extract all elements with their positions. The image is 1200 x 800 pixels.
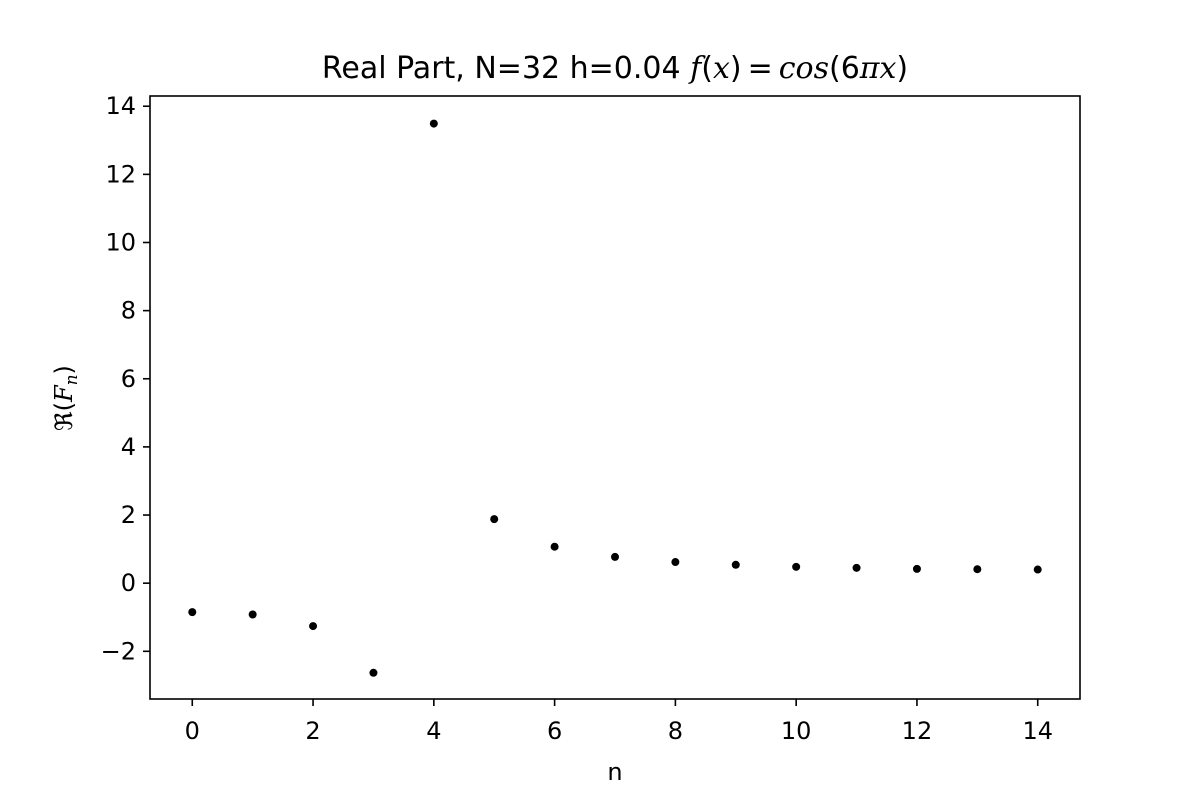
y-tick-label: 10: [105, 228, 136, 256]
y-tick-label: −2: [101, 637, 136, 665]
data-point: [429, 119, 438, 128]
data-point: [550, 542, 559, 551]
y-tick-label: 2: [121, 501, 136, 529]
x-tick-label: 0: [185, 717, 200, 745]
data-point: [731, 560, 740, 569]
x-tick-label: 12: [902, 717, 933, 745]
data-point: [852, 563, 861, 572]
data-point: [309, 622, 318, 631]
y-tick-label: 12: [105, 160, 136, 188]
x-tick-label: 8: [668, 717, 683, 745]
x-axis-ticks: 0 2 4 6 8 10 12 14: [185, 699, 1053, 745]
x-tick-label: 14: [1022, 717, 1053, 745]
x-axis-label: n: [607, 758, 622, 786]
x-tick-label: 2: [305, 717, 320, 745]
x-tick-label: 6: [547, 717, 562, 745]
x-tick-label: 4: [426, 717, 441, 745]
x-tick-label: 10: [781, 717, 812, 745]
y-tick-label: 4: [121, 433, 136, 461]
data-point: [1033, 565, 1042, 574]
chart-title: Real Part, N=32 h=0.04 f(x) = cos(6πx): [322, 51, 908, 86]
data-point: [671, 558, 680, 567]
data-point: [369, 668, 378, 677]
scatter-points: [188, 119, 1042, 677]
y-tick-label: 14: [105, 92, 136, 120]
data-point: [792, 562, 801, 571]
data-point: [188, 608, 197, 617]
y-axis-ticks: −2 0 2 4 6 8 10 12 14: [101, 92, 150, 665]
y-tick-label: 8: [121, 297, 136, 325]
data-point: [973, 565, 982, 574]
y-tick-label: 6: [121, 365, 136, 393]
y-axis-label: ℜ(Fn): [50, 365, 82, 431]
data-point: [912, 564, 921, 573]
plot-frame: [149, 95, 1081, 700]
data-point: [611, 552, 619, 561]
y-tick-label: 0: [121, 569, 136, 597]
data-point: [490, 515, 499, 524]
data-point: [248, 610, 257, 619]
